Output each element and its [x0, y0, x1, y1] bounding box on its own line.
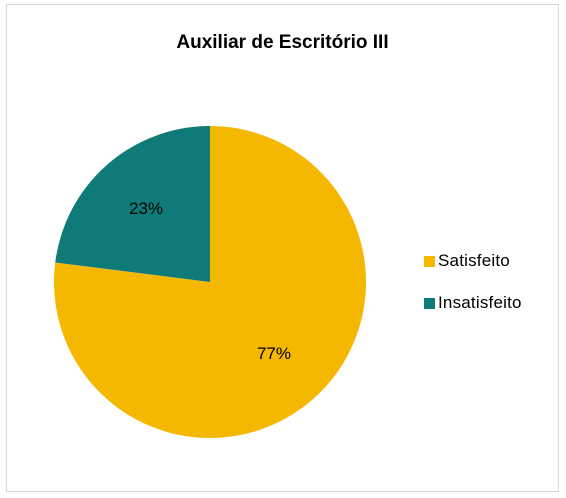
slice-label-satisfeito: 77%	[257, 344, 291, 363]
chart-title: Auxiliar de Escritório III	[176, 32, 389, 53]
legend-item-satisfeito: Satisfeito	[424, 248, 522, 274]
legend-item-insatisfeito: Insatisfeito	[424, 290, 522, 316]
legend-label-insatisfeito: Insatisfeito	[438, 293, 522, 312]
legend-swatch-satisfeito	[424, 255, 435, 267]
legend-swatch-insatisfeito	[424, 297, 435, 309]
pie-slice-insatisfeito	[55, 126, 211, 282]
pie-labels: 77% 23%	[129, 199, 291, 363]
pie-slices	[53, 126, 367, 438]
legend-label-satisfeito: Satisfeito	[438, 251, 510, 270]
legend: Satisfeito Insatisfeito	[424, 248, 522, 332]
slice-label-insatisfeito: 23%	[129, 199, 163, 218]
